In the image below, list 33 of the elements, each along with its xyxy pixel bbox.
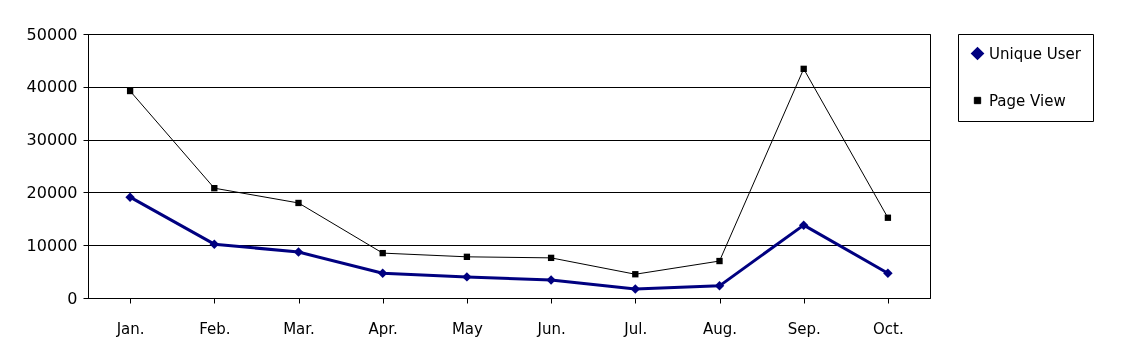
point	[126, 87, 134, 95]
point	[716, 257, 723, 265]
legend-label: Unique User	[989, 44, 1082, 63]
x-tick-label: Jan.	[115, 319, 145, 338]
y-tick-label: 10000	[26, 235, 78, 255]
point	[798, 220, 809, 230]
point	[714, 281, 725, 291]
y-tick-label: 20000	[26, 182, 78, 202]
point	[211, 185, 218, 192]
x-tick-label: Sep.	[787, 319, 821, 338]
point	[293, 247, 304, 257]
y-tick-label: 50000	[26, 24, 78, 44]
x-tick-label: Mar.	[283, 319, 315, 338]
point	[295, 199, 302, 207]
y-tick-label: 0	[67, 288, 78, 308]
legend-label: Page View	[989, 91, 1066, 110]
point	[379, 249, 386, 257]
x-tick-label: Aug.	[702, 319, 738, 338]
x-tick-label: May	[451, 319, 484, 338]
x-tick-label: Apr.	[368, 319, 398, 338]
point	[547, 254, 555, 262]
point	[800, 65, 807, 73]
x-tick-label: Feb.	[199, 319, 231, 338]
point	[883, 268, 893, 278]
y-tick-label: 30000	[26, 130, 78, 150]
point	[632, 271, 639, 278]
x-tick-label: Jul.	[623, 319, 648, 338]
point	[884, 214, 892, 221]
point	[209, 239, 220, 249]
y-tick-label: 40000	[26, 77, 78, 97]
x-tick-label: Jun.	[536, 319, 566, 338]
point	[463, 253, 471, 260]
x-tick-label: Oct.	[873, 319, 904, 338]
